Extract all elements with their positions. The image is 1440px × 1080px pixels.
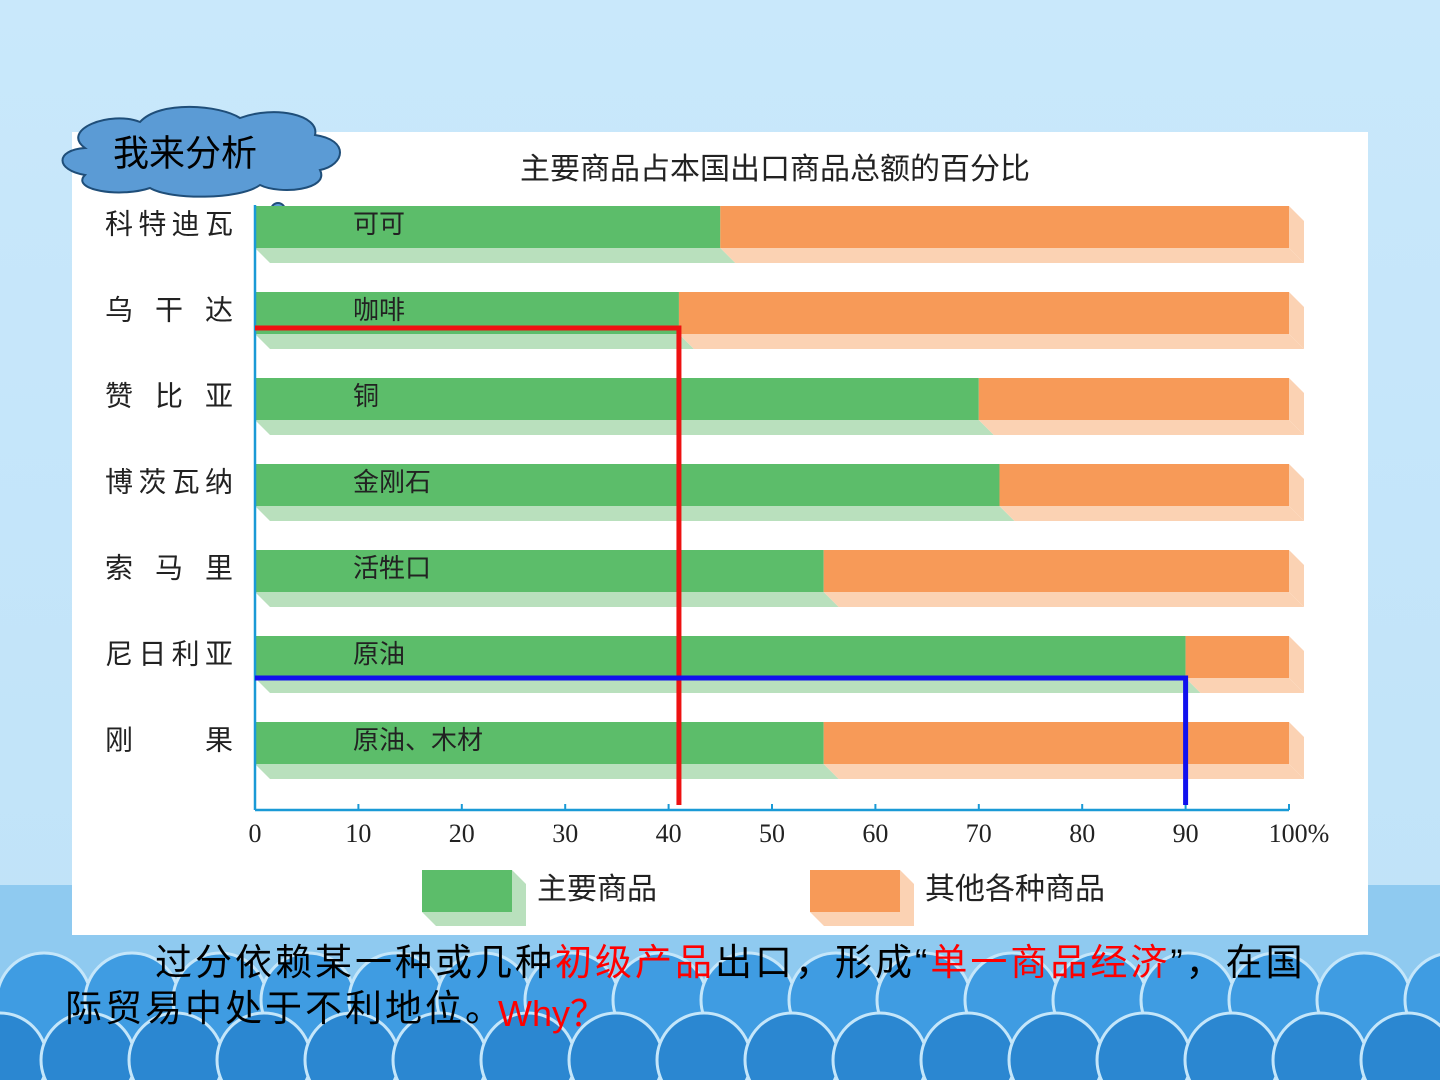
caption-part: ”，在国际贸易中处于不利地位。 <box>65 942 1306 1029</box>
x-tick-label: 40 <box>656 819 682 848</box>
callout-cloud <box>61 105 341 198</box>
wave <box>1359 1011 1440 1080</box>
caption: 过分依赖某一种或几种初级产品出口，形成“单一商品经济”，在国际贸易中处于不利地位… <box>65 940 1320 1032</box>
x-tick-label: 30 <box>552 819 578 848</box>
bar <box>678 292 1289 334</box>
product-label: 铜 <box>353 382 379 411</box>
category-label: 索马里 <box>105 552 233 584</box>
bar-shadow <box>823 592 1304 607</box>
bar-shadow <box>255 764 839 779</box>
bar-shadow <box>978 420 1304 435</box>
bar <box>255 550 824 592</box>
bar-side <box>1289 464 1304 521</box>
bar-side <box>1289 206 1304 263</box>
product-label: 咖啡 <box>353 296 405 325</box>
bar-shadow <box>255 678 1201 693</box>
product-label: 活牲口 <box>353 554 431 583</box>
product-label: 原油、木材 <box>353 726 483 755</box>
chart-panel <box>72 132 1368 935</box>
waves <box>0 951 1440 1080</box>
bar <box>823 722 1289 764</box>
bar <box>978 378 1289 420</box>
legend-swatch <box>810 870 900 912</box>
chart-title: 主要商品占本国出口商品总额的百分比 <box>520 153 1030 186</box>
bar <box>255 636 1186 678</box>
bar <box>999 464 1289 506</box>
product-label: 可可 <box>353 210 405 239</box>
bar-shadow <box>1185 678 1304 693</box>
category-label: 赞比亚 <box>105 380 233 412</box>
x-tick-label: 20 <box>449 819 475 848</box>
bar-shadow <box>255 334 694 349</box>
bar <box>720 206 1289 248</box>
bar-shadow <box>823 764 1304 779</box>
bar-shadow <box>255 506 1015 521</box>
bar-side <box>1289 722 1304 779</box>
caption-part: 单一商品经济 <box>930 942 1171 983</box>
bar-side <box>1289 550 1304 607</box>
legend-swatch <box>422 870 512 912</box>
product-label: 原油 <box>353 640 405 669</box>
category-label: 乌干达 <box>105 294 233 326</box>
bar-side <box>1289 292 1304 349</box>
x-tick-label: 50 <box>759 819 785 848</box>
bar <box>255 206 721 248</box>
bar-shadow <box>255 420 994 435</box>
x-tick-label: 90 <box>1173 819 1199 848</box>
bar-shadow <box>255 248 736 263</box>
caption-part: 过分依赖某一种或几种 <box>155 942 555 983</box>
bar <box>255 722 824 764</box>
x-tick-label: 60 <box>862 819 888 848</box>
product-label: 金刚石 <box>353 468 431 497</box>
question: Why？ <box>498 993 607 1034</box>
bar <box>255 464 1000 506</box>
caption-part: 初级产品 <box>555 942 715 983</box>
x-tick-label: 0 <box>249 819 262 848</box>
x-tick-label: 80 <box>1069 819 1095 848</box>
legend-label: 其他各种商品 <box>925 873 1105 906</box>
caption-part: 出口，形成“ <box>715 942 931 983</box>
bar-shadow <box>999 506 1304 521</box>
legend-label: 主要商品 <box>537 873 657 906</box>
bar-side <box>1289 636 1304 693</box>
bar <box>1185 636 1289 678</box>
x-tick-label: 100% <box>1269 819 1330 848</box>
x-tick-label: 70 <box>966 819 992 848</box>
bar <box>255 378 979 420</box>
bar-shadow <box>255 592 839 607</box>
bar-shadow <box>678 334 1304 349</box>
bar-shadow <box>720 248 1304 263</box>
highlight-line <box>255 675 1189 805</box>
x-tick-label: 10 <box>345 819 371 848</box>
bar-side <box>1289 378 1304 435</box>
callout-text: 我来分析 <box>113 133 257 174</box>
highlight-line <box>255 325 682 805</box>
bar <box>823 550 1289 592</box>
